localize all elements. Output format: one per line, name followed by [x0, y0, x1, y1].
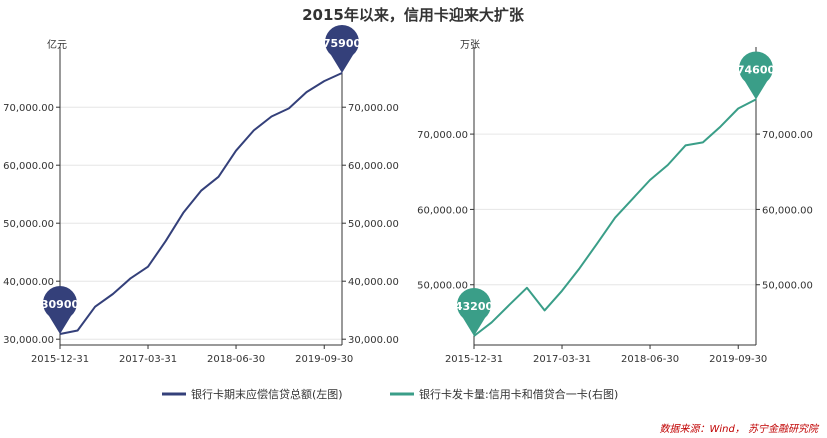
unit-label: 亿元 [47, 38, 67, 51]
y-tick-label: 50,000.00 [3, 219, 54, 230]
pin-marker: 43200 [455, 287, 494, 336]
legend-label: 银行卡发卡量:信用卡和借贷合一卡(右图) [419, 387, 618, 401]
pin-label: 75900 [323, 37, 362, 50]
y-tick-label: 60,000.00 [3, 161, 54, 172]
pin-shape [739, 51, 773, 100]
pin-shape [43, 286, 77, 334]
x-tick-label: 2019-09-30 [295, 354, 353, 365]
pin-shape [457, 287, 491, 336]
right-y-tick-label: 60,000.00 [762, 205, 813, 216]
legend: 银行卡期末应偿信贷总额(左图) 银行卡发卡量:信用卡和借贷合一卡(右图) [162, 387, 618, 401]
y-tick-label: 50,000.00 [417, 281, 468, 292]
pin-label: 30900 [41, 298, 80, 311]
legend-item: 银行卡期末应偿信贷总额(左图) [162, 387, 343, 401]
legend-label: 银行卡期末应偿信贷总额(左图) [191, 387, 343, 401]
y-tick-label: 70,000.00 [417, 130, 468, 141]
y-tick-label: 30,000.00 [3, 335, 54, 346]
pin-shape [325, 25, 360, 73]
right-y-tick-label: 50,000.00 [348, 219, 399, 230]
y-tick-label: 40,000.00 [3, 277, 54, 288]
unit-label: 万张 [460, 39, 480, 51]
series-line [59, 72, 343, 335]
left-chart-panel: 亿元 30,000.00 40,000.00 50,000.00 60,000.00 70… [3, 25, 399, 365]
pin-marker: 75900 [323, 25, 362, 73]
x-tick-label: 2017-03-31 [119, 354, 177, 365]
right-y-tick-label: 40,000.00 [348, 277, 399, 288]
pin-marker: 30900 [41, 286, 80, 334]
right-y-tick-label: 30,000.00 [348, 335, 399, 346]
pin-label: 43200 [455, 300, 494, 313]
right-chart-panel: 万张 50,000.00 60,000.00 70,000.00 50,000.00 60… [417, 39, 813, 365]
x-tick-label: 2019-09-30 [709, 354, 767, 365]
right-y-tick-label: 60,000.00 [348, 161, 399, 172]
chart-title: 2015年以来，信用卡迎来大扩张 [302, 6, 525, 24]
right-y-tick-label: 70,000.00 [348, 103, 399, 114]
source-note: 数据来源：Wind， 苏宁金融研究院 [659, 423, 820, 435]
legend-item: 银行卡发卡量:信用卡和借贷合一卡(右图) [390, 387, 618, 401]
x-tick-label: 2018-06-30 [621, 354, 679, 365]
y-tick-label: 70,000.00 [3, 103, 54, 114]
right-y-tick-label: 50,000.00 [762, 281, 813, 292]
x-tick-label: 2015-12-31 [445, 354, 503, 365]
series-line [473, 98, 757, 337]
pin-label: 74600 [737, 63, 776, 76]
pin-marker: 74600 [737, 51, 776, 100]
y-tick-label: 60,000.00 [417, 205, 468, 216]
x-tick-label: 2017-03-31 [533, 354, 591, 365]
x-tick-label: 2015-12-31 [31, 354, 89, 365]
x-tick-label: 2018-06-30 [207, 354, 265, 365]
right-y-tick-label: 70,000.00 [762, 130, 813, 141]
